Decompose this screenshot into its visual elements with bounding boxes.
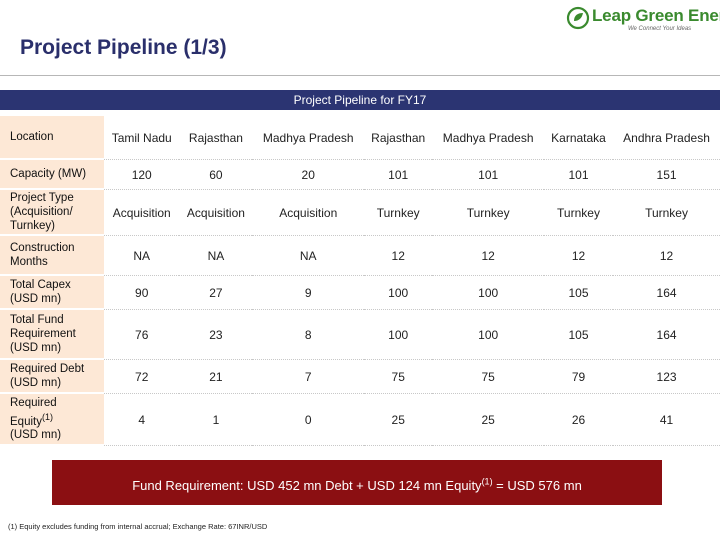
table-row: Total Fund Requirement (USD mn) 76 23 8 100 1… <box>0 310 720 360</box>
row-label-text: Project Type (Acquisition/ Turnkey) <box>10 192 74 232</box>
summary-total: = USD 576 mn <box>492 478 582 493</box>
table-cell: 26 <box>543 394 614 446</box>
company-logo: Leap Green Energy We Connect Your Ideas <box>566 4 720 36</box>
leaf-logo-icon <box>566 6 590 30</box>
table-cell: 164 <box>613 276 720 310</box>
table-cell: 0 <box>252 394 365 446</box>
table-cell: 7 <box>252 360 365 394</box>
table-row: Location Tamil Nadu Rajasthan Madhya Prades… <box>0 116 720 160</box>
page-title: Project Pipeline (1/3) <box>20 36 227 59</box>
table-cell: 90 <box>104 276 180 310</box>
table-cell: 72 <box>104 360 180 394</box>
table-cell: 21 <box>179 360 253 394</box>
table-cell: 41 <box>613 394 720 446</box>
logo-name: Leap Green Energy <box>592 6 720 25</box>
table-cell: Karnataka <box>543 116 614 160</box>
table-cell: 79 <box>543 360 614 394</box>
table-cell: Turnkey <box>432 190 544 236</box>
table-cell: 101 <box>432 160 544 190</box>
row-label: Project Type (Acquisition/ Turnkey) <box>0 190 104 236</box>
row-label: Construction Months <box>0 236 104 276</box>
row-label-text: Construction Months <box>10 242 75 268</box>
row-label-unit: (USD mn) <box>10 429 62 442</box>
table-cell: Madhya Pradesh <box>432 116 544 160</box>
row-label-text: Total Capex (USD mn) <box>10 279 71 305</box>
table-row: Capacity (MW) 120 60 20 101 101 101 151 <box>0 160 720 190</box>
table-cell: 100 <box>364 310 433 360</box>
table-row: Total Capex (USD mn) 90 27 9 100 100 105 164 <box>0 276 720 310</box>
table-cell: 105 <box>543 276 614 310</box>
pipeline-table-body: Location Tamil Nadu Rajasthan Madhya Prades… <box>0 116 720 446</box>
title-divider <box>0 75 720 76</box>
table-row: Project Type (Acquisition/ Turnkey) Acqui… <box>0 190 720 236</box>
table-cell: 76 <box>104 310 180 360</box>
table-cell: 25 <box>364 394 433 446</box>
pipeline-table: Location Tamil Nadu Rajasthan Madhya Prades… <box>0 116 720 446</box>
table-cell: Turnkey <box>543 190 614 236</box>
table-cell: 20 <box>252 160 365 190</box>
table-row: Required Debt (USD mn) 72 21 7 75 75 79 123 <box>0 360 720 394</box>
summary-footnote-ref: (1) <box>481 476 493 487</box>
row-label: Total Capex (USD mn) <box>0 276 104 310</box>
table-cell: 123 <box>613 360 720 394</box>
table-cell: 23 <box>179 310 253 360</box>
row-label: Location <box>0 116 104 160</box>
table-cell: 27 <box>179 276 253 310</box>
table-cell: Turnkey <box>613 190 720 236</box>
table-cell: 60 <box>179 160 253 190</box>
row-label-footnote-ref: (1) <box>41 411 53 422</box>
table-cell: 4 <box>104 394 180 446</box>
table-cell: 151 <box>613 160 720 190</box>
table-cell: 100 <box>432 276 544 310</box>
row-label: Required Debt (USD mn) <box>0 360 104 394</box>
logo-tagline: We Connect Your Ideas <box>628 26 692 32</box>
table-cell: 101 <box>543 160 614 190</box>
table-cell: 164 <box>613 310 720 360</box>
table-cell: Madhya Pradesh <box>252 116 365 160</box>
table-cell: NA <box>179 236 253 276</box>
row-label-text: Required Equity <box>10 396 57 428</box>
table-cell: Acquisition <box>179 190 253 236</box>
row-label-text: Required Debt (USD mn) <box>10 363 85 389</box>
table-cell: 12 <box>432 236 544 276</box>
table-cell: Turnkey <box>364 190 433 236</box>
table-cell: Rajasthan <box>179 116 253 160</box>
table-cell: 100 <box>432 310 544 360</box>
table-cell: Acquisition <box>104 190 180 236</box>
table-cell: 9 <box>252 276 365 310</box>
table-cell: Acquisition <box>252 190 365 236</box>
table-cell: 8 <box>252 310 365 360</box>
fund-requirement-summary: Fund Requirement: USD 452 mn Debt + USD … <box>52 460 662 505</box>
table-banner: Project Pipeline for FY17 <box>0 90 720 110</box>
table-cell: Rajasthan <box>364 116 433 160</box>
table-cell: 75 <box>364 360 433 394</box>
table-cell: 101 <box>364 160 433 190</box>
table-cell: 12 <box>364 236 433 276</box>
footnote: (1) Equity excludes funding from interna… <box>8 522 268 531</box>
row-label: Required Equity(1) (USD mn) <box>0 394 104 446</box>
table-row: Required Equity(1) (USD mn) 4 1 0 25 25 26 41 <box>0 394 720 446</box>
table-cell: Tamil Nadu <box>104 116 180 160</box>
table-cell: 25 <box>432 394 544 446</box>
row-label: Capacity (MW) <box>0 160 104 190</box>
row-label-text: Capacity (MW) <box>10 168 87 180</box>
table-cell: 105 <box>543 310 614 360</box>
row-label: Total Fund Requirement (USD mn) <box>0 310 104 360</box>
summary-text: Fund Requirement: USD 452 mn Debt + USD … <box>132 478 482 493</box>
table-cell: 120 <box>104 160 180 190</box>
table-row: Construction Months NA NA NA 12 12 12 12 <box>0 236 720 276</box>
table-cell: 12 <box>613 236 720 276</box>
table-cell: 100 <box>364 276 433 310</box>
row-label-text: Total Fund Requirement (USD mn) <box>10 314 76 354</box>
table-cell: 75 <box>432 360 544 394</box>
table-cell: Andhra Pradesh <box>613 116 720 160</box>
table-cell: 12 <box>543 236 614 276</box>
row-label-text: Location <box>10 131 54 143</box>
table-cell: NA <box>104 236 180 276</box>
table-cell: 1 <box>179 394 253 446</box>
table-cell: NA <box>252 236 365 276</box>
